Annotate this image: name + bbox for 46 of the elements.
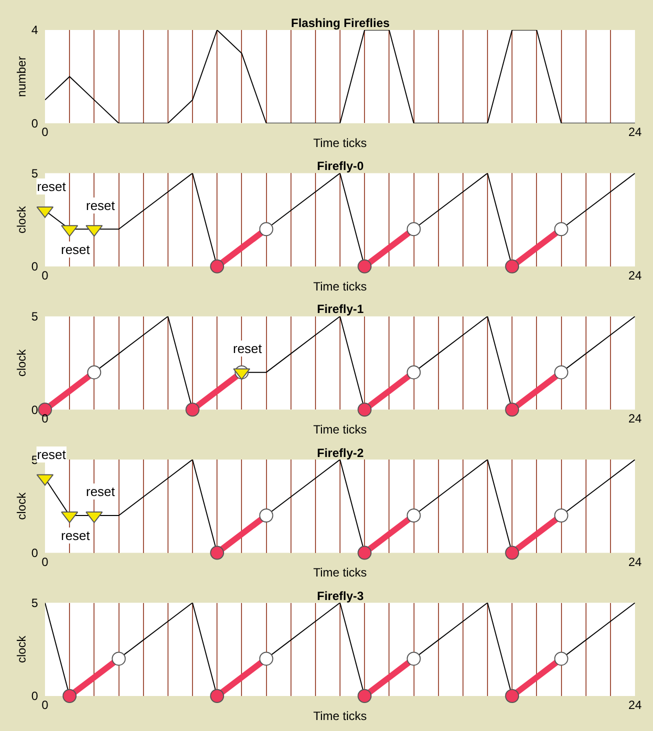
point: [554, 222, 568, 236]
point: [210, 546, 224, 560]
y-axis-title: clock: [14, 634, 29, 664]
point: [554, 508, 568, 523]
point: [358, 259, 372, 274]
x-axis-title: Time ticks: [313, 422, 367, 437]
point: [406, 508, 421, 523]
annotation: reset: [86, 198, 116, 213]
point: [210, 259, 224, 274]
y-tick-label: 0: [31, 116, 38, 130]
x-tick-label: 24: [628, 698, 642, 712]
chart-title: Firefly-1: [317, 302, 364, 316]
chart-title: Firefly-0: [317, 159, 364, 173]
annotation: reset: [61, 242, 90, 257]
x-axis-title: Time ticks: [313, 708, 367, 723]
annotation: reset: [37, 179, 66, 194]
x-tick-label: 24: [628, 268, 642, 282]
chart-title: Flashing Fireflies: [291, 16, 390, 30]
point: [259, 508, 274, 523]
annotation: reset: [61, 528, 90, 543]
point: [505, 546, 520, 560]
y-tick-label: 0: [31, 402, 38, 417]
y-axis-title: clock: [14, 348, 29, 377]
x-tick-label: 24: [628, 412, 642, 426]
y-tick-label: 5: [31, 596, 38, 610]
y-axis-title: clock: [14, 205, 29, 234]
line-series: [45, 30, 635, 124]
point: [505, 259, 520, 274]
y-tick-label: 5: [31, 166, 38, 180]
annotation: reset: [233, 341, 262, 356]
chart-title: Firefly-2: [317, 446, 364, 460]
annotation: reset: [86, 484, 116, 499]
y-tick-label: 5: [31, 310, 38, 324]
annotation: reset: [37, 447, 66, 462]
x-axis-title: Time ticks: [313, 279, 367, 294]
x-axis-title: Time ticks: [313, 566, 367, 580]
point: [406, 222, 421, 236]
point: [358, 546, 372, 560]
x-tick-label: 24: [628, 125, 642, 140]
y-axis-title: number: [14, 56, 29, 97]
x-axis-title: Time ticks: [313, 136, 367, 150]
y-axis-title: clock: [14, 492, 29, 520]
x-tick-label: 24: [628, 554, 642, 569]
y-tick-label: 4: [31, 23, 38, 38]
point: [259, 222, 274, 236]
chart-title: Firefly-3: [317, 589, 364, 603]
